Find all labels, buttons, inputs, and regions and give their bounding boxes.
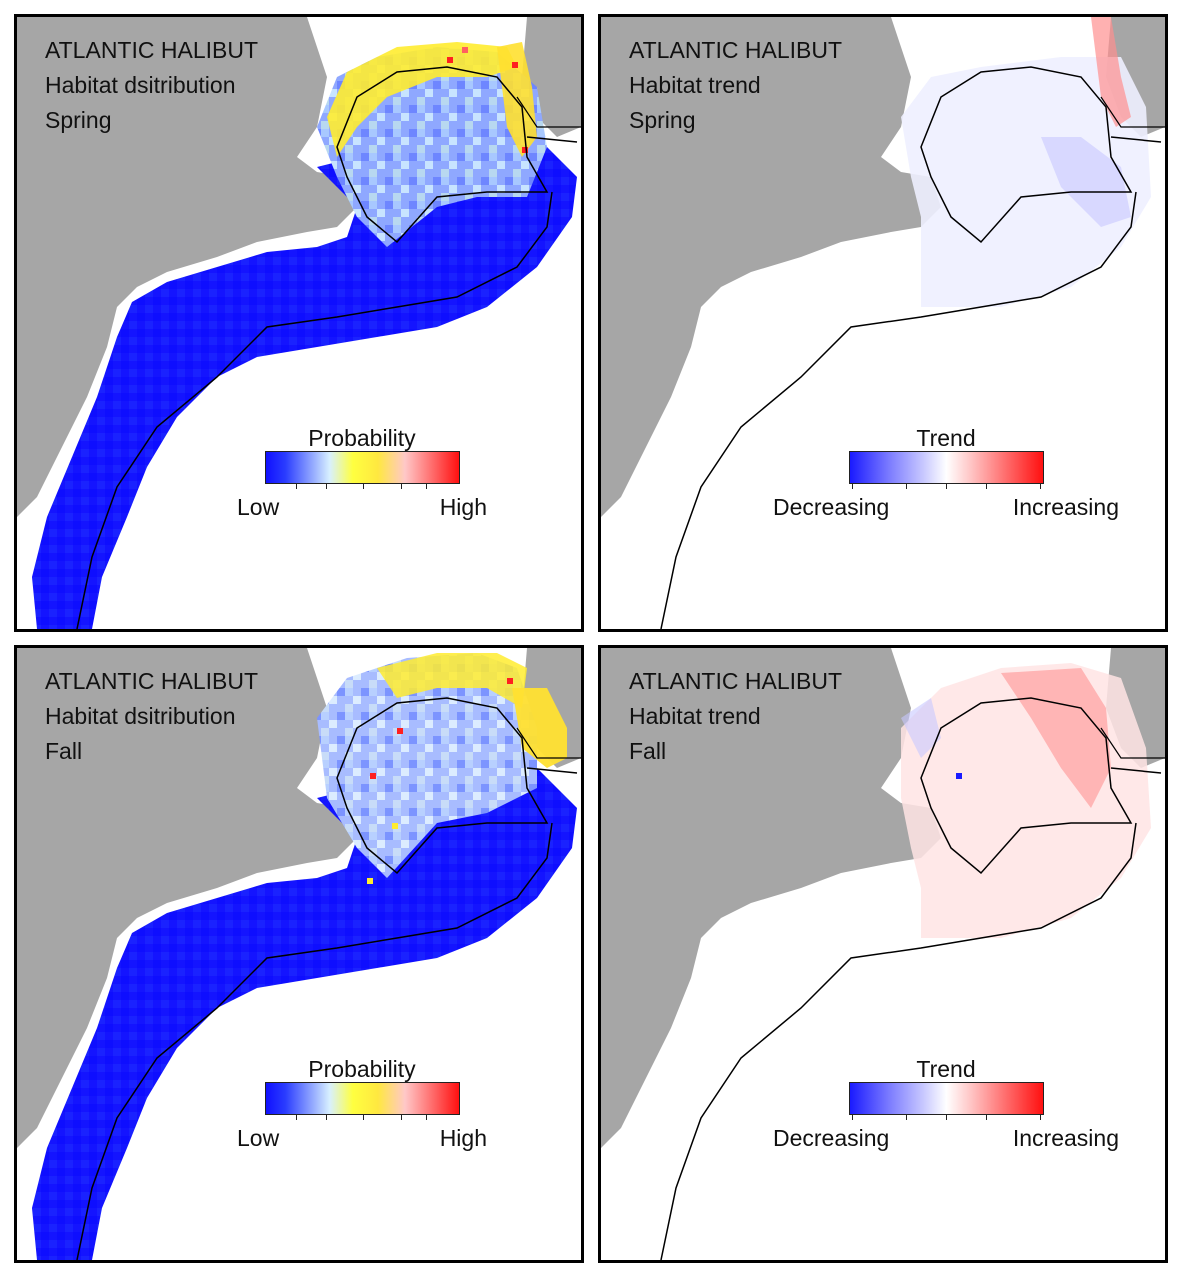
land-mass (17, 648, 357, 1148)
legend-high-label: High (439, 1125, 487, 1151)
map-panel-spring-trend: ATLANTIC HALIBUT Habitat trend Spring Tr… (598, 14, 1168, 632)
shelf-break-contour (76, 191, 553, 629)
map-canvas (601, 17, 1165, 629)
trend-colorbar (848, 451, 1044, 489)
legend-low-label: Decreasing (773, 1125, 890, 1151)
land-mass (601, 648, 941, 1148)
panel-titles: ATLANTIC HALIBUT Habitat dsitribution Sp… (45, 33, 258, 138)
shelf-break-contour (76, 822, 553, 1260)
species-title: ATLANTIC HALIBUT (45, 37, 258, 63)
species-title: ATLANTIC HALIBUT (629, 668, 842, 694)
map-type-title: Habitat trend (629, 72, 761, 98)
trend-colorbar (848, 1082, 1044, 1120)
species-title: ATLANTIC HALIBUT (629, 37, 842, 63)
shelf-break-contour (660, 191, 1137, 629)
map-canvas (17, 648, 581, 1260)
trend-legend: Trend Decreasing Increasing (773, 1056, 1119, 1155)
trend-field (901, 57, 1151, 307)
legend-low-label: Low (237, 1125, 280, 1151)
depth-contour (920, 66, 1133, 244)
season-title: Spring (45, 107, 112, 133)
map-type-title: Habitat trend (629, 703, 761, 729)
legend-title: Probability (308, 1056, 416, 1082)
habitat-gulf-of-maine (317, 653, 537, 878)
legend-title: Probability (308, 425, 416, 451)
probability-legend: Probability Low High (237, 1056, 487, 1155)
map-type-title: Habitat dsitribution (45, 703, 236, 729)
legend-low-label: Low (237, 494, 280, 520)
depth-contour (920, 697, 1133, 875)
probability-colorbar (264, 451, 460, 489)
legend-title: Trend (916, 1056, 976, 1082)
map-canvas (17, 17, 581, 629)
legend-high-label: Increasing (1012, 494, 1119, 520)
species-title: ATLANTIC HALIBUT (45, 668, 258, 694)
legend-high-label: High (439, 494, 487, 520)
depth-contour (336, 697, 549, 875)
map-panel-spring-distribution: ATLANTIC HALIBUT Habitat dsitribution Sp… (14, 14, 584, 632)
habitat-shelf (32, 127, 577, 629)
season-title: Spring (629, 107, 696, 133)
map-type-title: Habitat dsitribution (45, 72, 236, 98)
panel-titles: ATLANTIC HALIBUT Habitat dsitribution Fa… (45, 664, 258, 769)
depth-contour (336, 66, 549, 244)
map-panel-fall-distribution: ATLANTIC HALIBUT Habitat dsitribution Fa… (14, 645, 584, 1263)
probability-legend: Probability Low High (237, 425, 487, 524)
season-title: Fall (45, 738, 83, 764)
panel-titles: ATLANTIC HALIBUT Habitat trend Fall (629, 664, 842, 769)
legend-low-label: Decreasing (773, 494, 890, 520)
habitat-shelf (32, 758, 577, 1260)
legend-high-label: Increasing (1012, 1125, 1119, 1151)
probability-colorbar (264, 1082, 460, 1120)
map-panel-fall-trend: ATLANTIC HALIBUT Habitat trend Fall Tren… (598, 645, 1168, 1263)
map-canvas (601, 648, 1165, 1260)
season-title: Fall (629, 738, 667, 764)
land-mass (601, 17, 941, 517)
trend-legend: Trend Decreasing Increasing (773, 425, 1119, 524)
shelf-break-contour (660, 822, 1137, 1260)
panel-titles: ATLANTIC HALIBUT Habitat trend Spring (629, 33, 842, 138)
legend-title: Trend (916, 425, 976, 451)
habitat-high-fringe (377, 653, 527, 708)
land-mass (17, 17, 357, 517)
